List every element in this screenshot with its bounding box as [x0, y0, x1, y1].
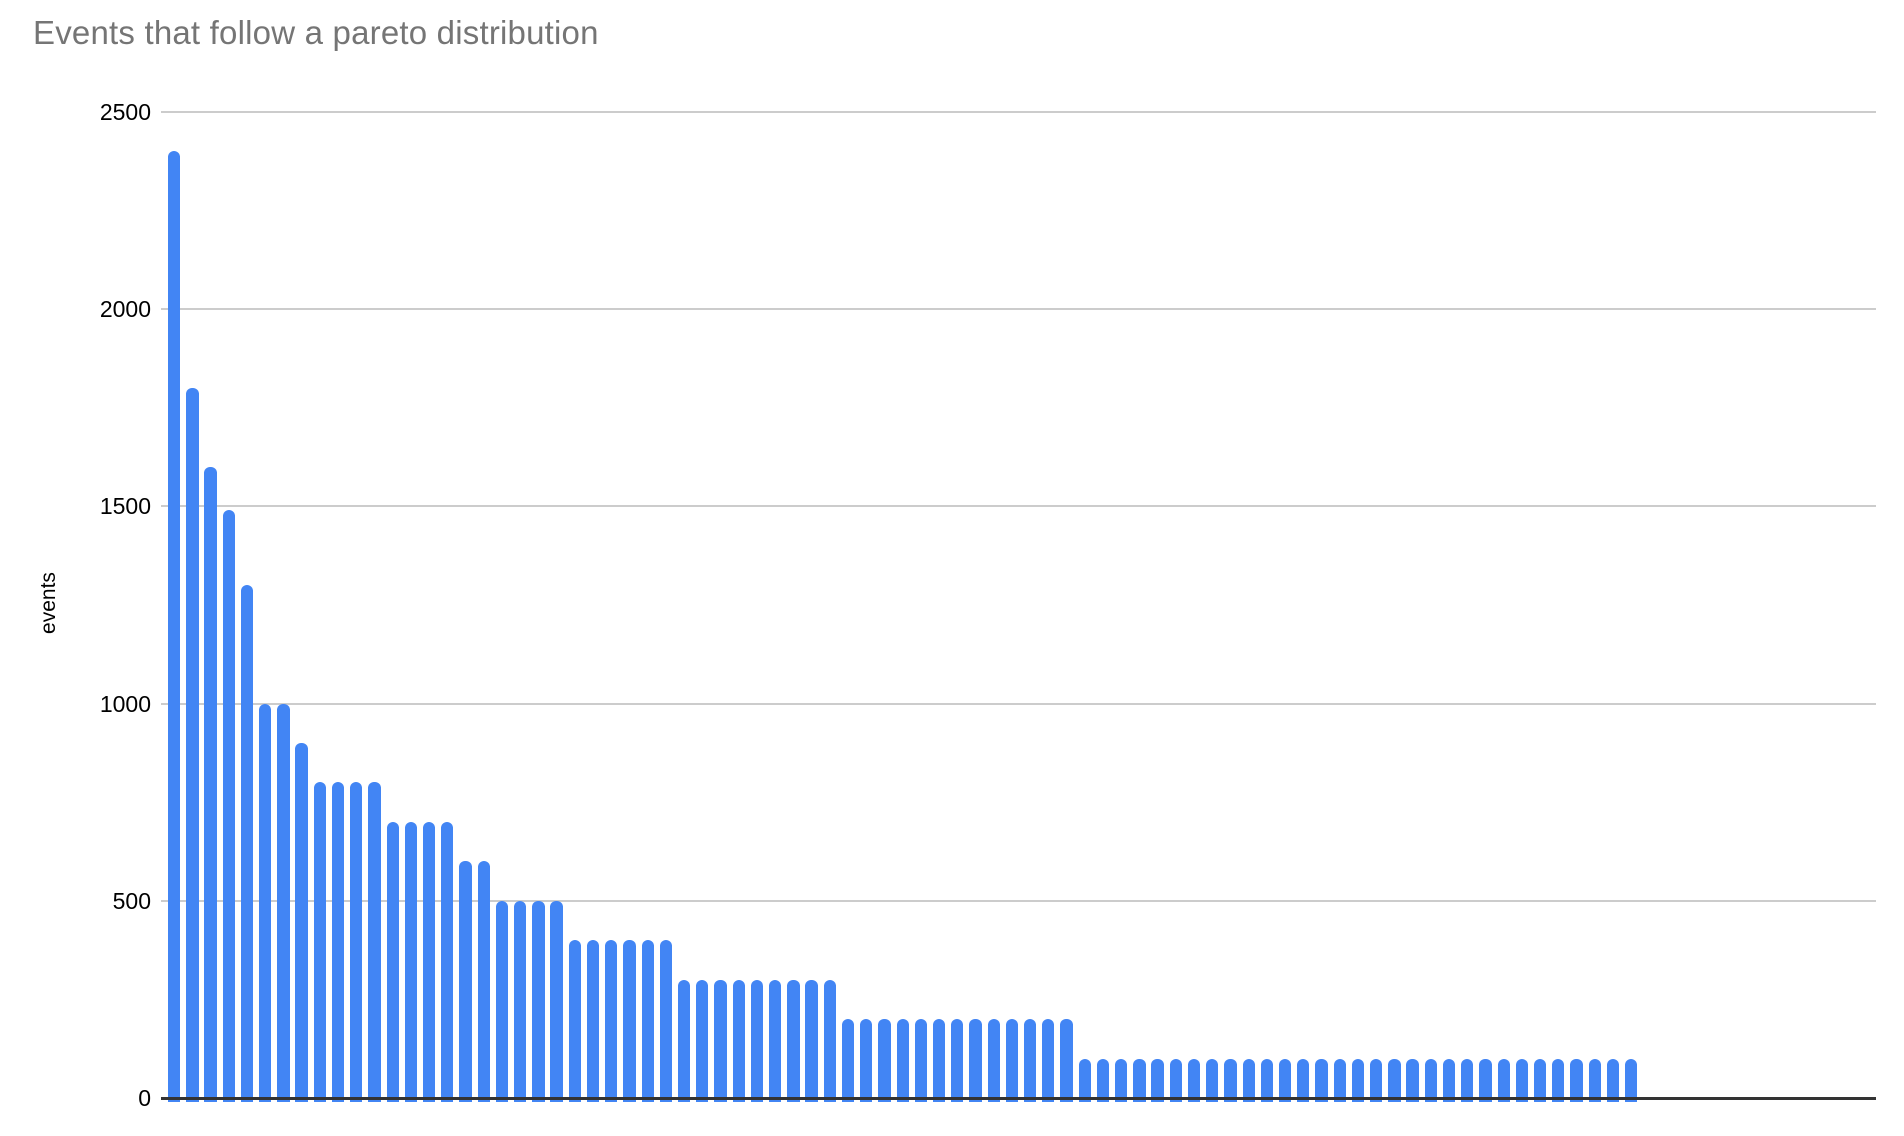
- bar: [404, 821, 418, 1102]
- bar: [987, 1019, 1000, 1102]
- bar: [805, 979, 818, 1102]
- bar: [605, 940, 618, 1102]
- bar: [878, 1019, 891, 1102]
- bar: [459, 861, 472, 1102]
- bar: [696, 979, 709, 1102]
- bar: [1242, 1058, 1255, 1102]
- bar: [914, 1019, 927, 1102]
- bar: [896, 1019, 909, 1102]
- bar: [1588, 1058, 1601, 1102]
- bar: [659, 940, 673, 1102]
- bar: [641, 940, 654, 1102]
- y-tick-label-2000: 2000: [99, 296, 151, 323]
- bar: [1552, 1058, 1565, 1102]
- bar: [1388, 1058, 1401, 1102]
- bar: [1625, 1058, 1638, 1102]
- y-tick-label-1500: 1500: [99, 493, 151, 520]
- bar: [1224, 1058, 1237, 1102]
- bar: [1406, 1058, 1419, 1102]
- bar: [623, 940, 636, 1102]
- bar: [1570, 1058, 1583, 1102]
- bar: [1515, 1058, 1529, 1102]
- bar: [1333, 1058, 1346, 1102]
- gridline-2000: [161, 308, 1876, 311]
- bar: [295, 743, 308, 1102]
- bar: [969, 1019, 982, 1102]
- bar: [550, 900, 563, 1102]
- bar: [1042, 1019, 1055, 1102]
- bar: [1115, 1058, 1128, 1102]
- bar: [186, 388, 199, 1102]
- x-axis-line: [161, 1097, 1876, 1100]
- bar: [477, 861, 490, 1102]
- bar: [204, 466, 217, 1102]
- bar: [313, 782, 326, 1102]
- bar: [677, 979, 691, 1102]
- bar: [586, 940, 600, 1102]
- bar: [240, 585, 254, 1102]
- bar: [514, 900, 527, 1102]
- bar: [1078, 1058, 1091, 1102]
- bar: [1206, 1058, 1219, 1102]
- bar: [951, 1019, 964, 1102]
- bar: [1096, 1058, 1110, 1102]
- bar: [1606, 1058, 1620, 1102]
- bar: [441, 821, 454, 1102]
- bar: [860, 1019, 873, 1102]
- bar: [386, 821, 399, 1102]
- bar: [787, 979, 800, 1102]
- bar: [568, 940, 581, 1102]
- bar: [1442, 1058, 1456, 1102]
- bar: [1533, 1058, 1547, 1102]
- bar: [532, 900, 545, 1102]
- bar: [1187, 1058, 1201, 1102]
- bar: [714, 979, 727, 1102]
- bar: [1169, 1058, 1182, 1102]
- bar: [1424, 1058, 1437, 1102]
- y-tick-label-1000: 1000: [99, 690, 151, 717]
- bar: [750, 979, 764, 1102]
- y-tick-label-500: 500: [112, 887, 151, 914]
- gridline-2500: [161, 111, 1876, 113]
- bar: [841, 1019, 855, 1102]
- bar: [1297, 1058, 1310, 1102]
- bar: [331, 782, 345, 1102]
- bar: [1005, 1019, 1019, 1102]
- bar: [259, 703, 272, 1102]
- chart-title: Events that follow a pareto distribution: [33, 14, 599, 51]
- y-axis-title: events: [37, 572, 60, 634]
- bar: [1060, 1019, 1073, 1102]
- bar: [1479, 1058, 1492, 1102]
- bar: [1351, 1058, 1365, 1102]
- gridline-500: [161, 899, 1876, 902]
- bar: [1260, 1058, 1274, 1102]
- bar: [1461, 1058, 1474, 1102]
- bar: [769, 979, 782, 1102]
- bar: [1370, 1058, 1383, 1102]
- bar: [1133, 1058, 1146, 1102]
- bar: [1497, 1058, 1510, 1102]
- bar: [277, 703, 290, 1102]
- bar: [1023, 1019, 1037, 1102]
- bar: [1278, 1058, 1292, 1102]
- bar: [932, 1019, 946, 1102]
- bar: [168, 151, 181, 1102]
- bar: [222, 510, 235, 1102]
- y-tick-label-0: 0: [138, 1085, 151, 1111]
- bar: [1315, 1058, 1328, 1102]
- bar: [422, 821, 436, 1102]
- bar: [732, 979, 745, 1102]
- bar: [823, 979, 836, 1102]
- gridline-1500: [161, 505, 1876, 508]
- y-tick-label-2500: 2500: [99, 99, 151, 125]
- bar: [495, 900, 509, 1102]
- bar: [368, 782, 381, 1102]
- bar: [1151, 1058, 1164, 1102]
- bar: [350, 782, 363, 1102]
- gridline-1000: [161, 702, 1876, 705]
